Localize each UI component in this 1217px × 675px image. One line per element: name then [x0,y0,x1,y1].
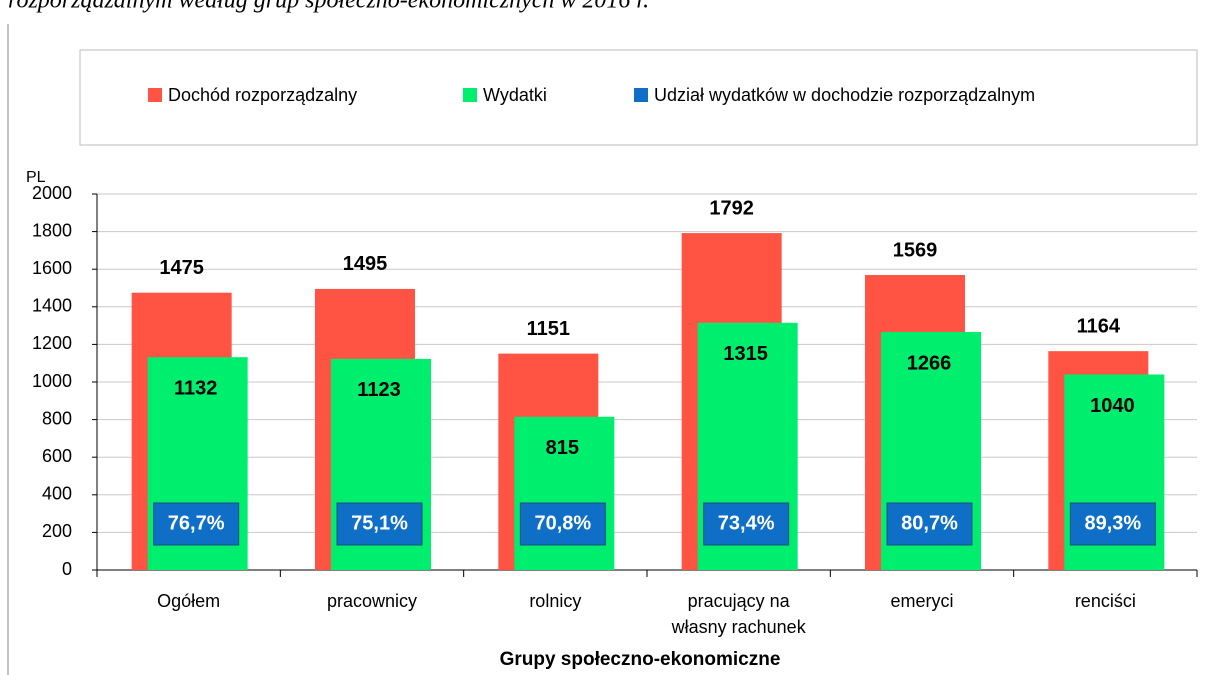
x-axis-label: Grupy społeczno-ekonomiczne [500,649,781,670]
data-label: 1792 [709,197,754,219]
legend-swatch [634,88,648,102]
x-tick-label: pracujący na własny rachunek [671,591,807,637]
y-tick-label: 0 [62,559,72,579]
data-label: 1266 [907,352,952,374]
y-tick-label: 1600 [32,258,72,278]
y-tick-label: 600 [42,446,72,466]
data-label: 1569 [893,239,938,261]
y-axis-label: PL [26,169,46,186]
data-label: 70,8% [534,512,591,534]
legend-label: Dochód rozporządzalny [168,85,357,105]
y-tick-label: 400 [42,484,72,504]
y-tick-label: 2000 [32,183,72,203]
share-box [519,502,606,546]
data-label: 76,7% [168,512,225,534]
y-tick-label: 1000 [32,371,72,391]
data-label: 89,3% [1084,512,1141,534]
x-tick-label: Ogółem [157,591,220,611]
chart-title: rozporządzalnym według grup społeczno-ek… [8,0,649,14]
share-box [1069,502,1156,546]
legend-label: Udział wydatków w dochodzie rozporządzal… [654,85,1035,105]
data-label: 815 [546,437,579,459]
data-label: 1040 [1090,395,1135,417]
data-label: 1475 [159,257,204,279]
legend-swatch [463,88,477,102]
share-box [336,502,423,546]
y-tick-label: 1800 [32,220,72,240]
share-box [886,502,973,546]
share-box [153,502,240,546]
share-box [703,502,790,546]
data-label: 1132 [174,377,217,399]
data-label: 1495 [343,253,388,275]
data-label: 1315 [723,343,768,365]
y-tick-label: 1400 [32,296,72,316]
x-tick-label: rolnicy [529,591,581,611]
y-tick-label: 800 [42,408,72,428]
data-label: 73,4% [718,512,775,534]
legend-label: Wydatki [483,85,547,105]
data-label: 1164 [1077,315,1121,337]
data-label: 80,7% [901,512,958,534]
y-tick-label: 1200 [32,333,72,353]
x-tick-label: renciści [1075,591,1136,611]
data-label: 1123 [357,379,400,401]
data-label: 1151 [527,318,570,340]
x-tick-label: pracownicy [327,591,417,611]
data-label: 75,1% [351,512,408,534]
y-tick-label: 200 [42,521,72,541]
legend-swatch [148,88,162,102]
x-tick-label: emeryci [890,591,953,611]
